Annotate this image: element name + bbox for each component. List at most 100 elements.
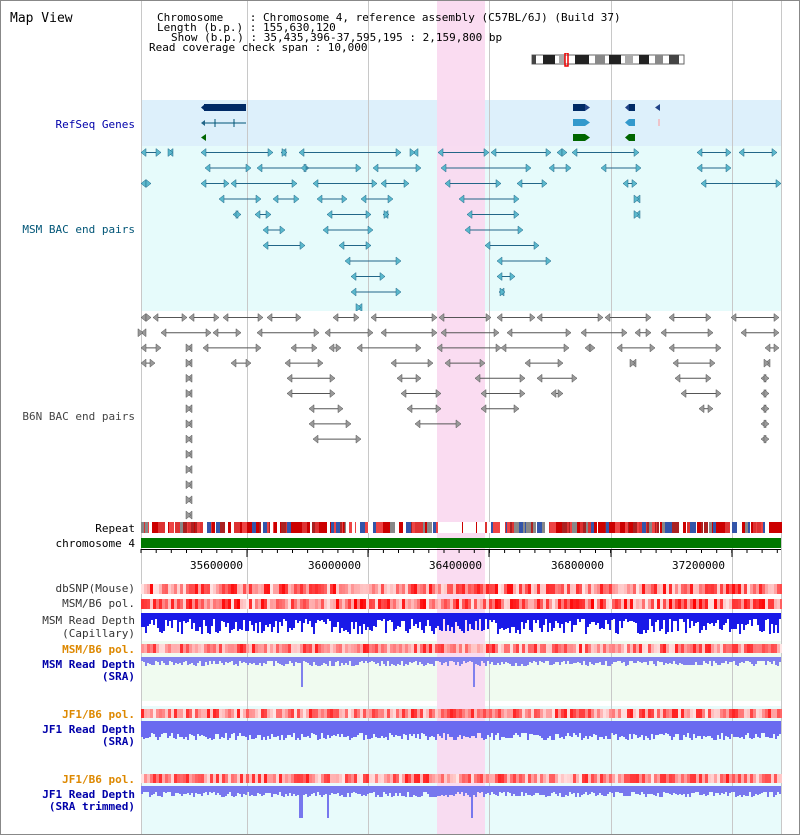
b6n-bac-pair[interactable] <box>188 312 220 323</box>
msm-bac-pair[interactable] <box>738 147 778 158</box>
repeat-track[interactable] <box>141 522 782 533</box>
b6n-bac-pair[interactable] <box>390 358 434 368</box>
msm-bac-pair[interactable] <box>516 178 548 189</box>
b6n-bac-pair[interactable] <box>506 328 572 338</box>
b6n-bac-pair[interactable] <box>674 373 712 383</box>
b6n-bac-pair[interactable] <box>444 358 486 368</box>
b6n-bac-pair[interactable] <box>286 388 336 399</box>
b6n-bac-pair[interactable] <box>202 343 262 353</box>
msm-bac-pair[interactable] <box>372 163 422 173</box>
b6n-bac-pair[interactable] <box>185 404 193 414</box>
msm-bac-pair[interactable] <box>350 287 402 297</box>
b6n-bac-pair[interactable] <box>414 419 462 429</box>
b6n-bac-pair[interactable] <box>730 312 780 323</box>
b6n-bac-pair[interactable] <box>698 404 714 414</box>
b6n-bac-pair[interactable] <box>185 464 193 475</box>
msm-bac-pair[interactable] <box>280 147 288 158</box>
msm-bac-pair[interactable] <box>355 302 363 312</box>
msm-bac-pair[interactable] <box>298 147 402 158</box>
msm-bac-pair[interactable] <box>633 209 641 220</box>
b6n-bac-pair[interactable] <box>308 419 352 429</box>
b6n-bac-pair[interactable] <box>524 358 564 368</box>
b6n-bac-pair[interactable] <box>400 388 442 399</box>
msm-bac-pair[interactable] <box>200 147 274 158</box>
b6n-bac-pair[interactable] <box>256 328 320 338</box>
msm-bac-pair[interactable] <box>409 147 419 158</box>
msm-bac-pair[interactable] <box>230 178 298 189</box>
b6n-bac-pair[interactable] <box>440 328 500 338</box>
b6n-bac-pair[interactable] <box>284 358 324 368</box>
msm-bac-pair[interactable] <box>380 178 410 189</box>
b6n-bac-pair[interactable] <box>500 343 570 353</box>
msm-bac-pair[interactable] <box>140 178 152 189</box>
b6n-bac-pair[interactable] <box>536 373 578 383</box>
b6n-bac-pair[interactable] <box>308 404 344 414</box>
msm-bac-pair[interactable] <box>696 147 732 158</box>
b6n-bac-pair[interactable] <box>370 312 438 323</box>
msm-bac-pair[interactable] <box>360 194 394 204</box>
b6n-bac-pair[interactable] <box>185 480 193 490</box>
msm-bac-pair[interactable] <box>312 178 378 189</box>
msm-bac-pair[interactable] <box>272 194 300 204</box>
msm-bac-pair[interactable] <box>571 147 640 158</box>
msm-bac-pair[interactable] <box>322 225 374 235</box>
b6n-bac-pair[interactable] <box>185 358 193 368</box>
b6n-bac-pair[interactable] <box>312 434 362 444</box>
b6n-bac-pair[interactable] <box>185 434 193 444</box>
b6n-bac-pair[interactable] <box>629 358 637 368</box>
b6n-bac-pair[interactable] <box>396 373 422 383</box>
msm-bac-pair[interactable] <box>344 256 402 266</box>
msm-bac-end-pairs[interactable] <box>1 1 799 311</box>
b6n-bac-pair[interactable] <box>140 312 152 323</box>
b6n-bac-pair[interactable] <box>406 404 442 414</box>
b6n-bac-pair[interactable] <box>480 388 526 399</box>
msm-bac-pair[interactable] <box>556 147 568 158</box>
b6n-bac-pair[interactable] <box>672 358 716 368</box>
b6n-bac-pair[interactable] <box>580 328 628 338</box>
msm-bac-pair[interactable] <box>696 163 732 173</box>
b6n-bac-pair[interactable] <box>680 388 722 399</box>
b6n-bac-pair[interactable] <box>185 419 193 429</box>
b6n-bac-pair[interactable] <box>185 449 193 459</box>
msm-bac-pair[interactable] <box>200 178 230 189</box>
msm-bac-pair[interactable] <box>437 147 490 158</box>
b6n-bac-pair[interactable] <box>222 312 264 323</box>
b6n-bac-pair[interactable] <box>760 373 770 383</box>
msm-bac-pair[interactable] <box>458 194 520 204</box>
msm-bac-pair[interactable] <box>382 209 390 220</box>
refseq-genes[interactable] <box>1 1 799 151</box>
msm-bac-pair[interactable] <box>140 147 162 158</box>
msm-bac-pair[interactable] <box>262 225 286 235</box>
b6n-bac-pair[interactable] <box>438 312 492 323</box>
b6n-bac-pair[interactable] <box>185 343 193 353</box>
msm-bac-pair[interactable] <box>633 194 641 204</box>
b6n-bac-pair[interactable] <box>212 328 242 338</box>
msm-bac-pair[interactable] <box>464 225 524 235</box>
msm-bac-pair[interactable] <box>700 178 782 189</box>
msm-bac-pair[interactable] <box>218 194 262 204</box>
msm-bac-pair[interactable] <box>316 194 348 204</box>
b6n-bac-pair[interactable] <box>185 510 193 520</box>
msm-bac-pair[interactable] <box>600 163 642 173</box>
b6n-bac-pair[interactable] <box>760 434 770 444</box>
b6n-bac-pair[interactable] <box>286 373 336 383</box>
b6n-bac-pair[interactable] <box>137 328 147 338</box>
b6n-bac-pair[interactable] <box>763 358 771 368</box>
b6n-bac-pair[interactable] <box>764 343 780 353</box>
b6n-bac-pair[interactable] <box>760 419 770 429</box>
b6n-bac-pair[interactable] <box>332 312 360 323</box>
b6n-bac-pair[interactable] <box>480 404 520 414</box>
b6n-bac-pair[interactable] <box>160 328 212 338</box>
b6n-bac-pair[interactable] <box>668 312 712 323</box>
b6n-bac-pair[interactable] <box>496 312 536 323</box>
msm-bac-pair[interactable] <box>440 163 532 173</box>
msm-bac-pair[interactable] <box>496 256 552 266</box>
msm-bac-pair[interactable] <box>338 240 372 251</box>
msm-bac-pair[interactable] <box>498 287 506 297</box>
b6n-bac-pair[interactable] <box>230 358 252 368</box>
b6n-bac-pair[interactable] <box>152 312 188 323</box>
b6n-bac-pair[interactable] <box>634 328 652 338</box>
b6n-bac-pair[interactable] <box>536 312 604 323</box>
b6n-bac-pair[interactable] <box>185 373 193 383</box>
b6n-bac-pair[interactable] <box>380 328 438 338</box>
